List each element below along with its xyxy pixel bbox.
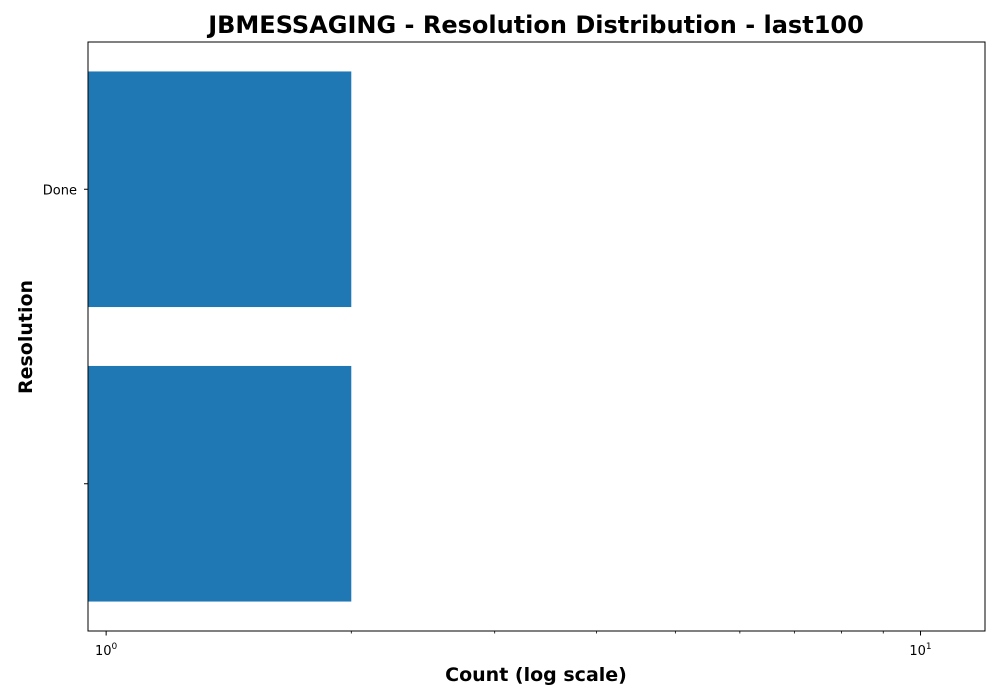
y-axis-label: Resolution <box>15 280 37 394</box>
chart-title: JBMESSAGING - Resolution Distribution - … <box>206 11 864 39</box>
x-tick-label: 101 <box>909 642 931 659</box>
x-axis-ticks: 100 101 <box>95 631 932 659</box>
plot-frame <box>87 41 986 632</box>
bar <box>88 365 352 602</box>
y-tick-label: Done <box>43 183 77 198</box>
x-axis-label: Count (log scale) <box>445 664 627 686</box>
bar <box>88 71 352 308</box>
bars-group <box>88 71 352 602</box>
y-axis-ticks: Done <box>43 183 88 485</box>
x-tick-label: 100 <box>95 642 118 659</box>
